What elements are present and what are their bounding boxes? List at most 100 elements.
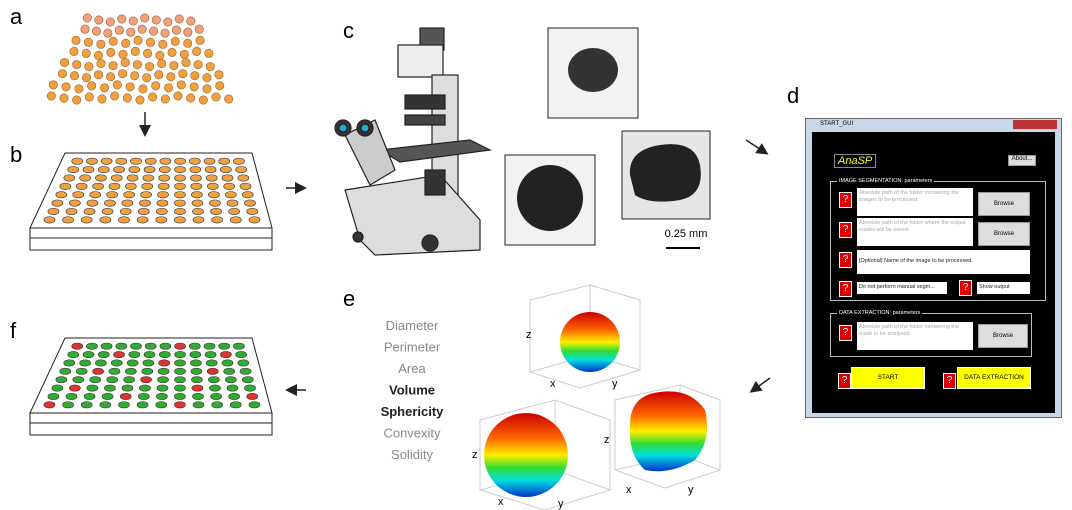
well xyxy=(86,384,99,392)
well xyxy=(155,401,168,409)
irregular-shape xyxy=(629,391,708,472)
cell xyxy=(204,48,214,58)
help-button[interactable]: ? xyxy=(839,325,852,341)
well xyxy=(59,182,72,190)
well xyxy=(142,174,155,182)
well xyxy=(137,392,150,400)
cell xyxy=(178,69,188,79)
well xyxy=(83,207,96,215)
well xyxy=(239,182,252,190)
help-button[interactable]: ? xyxy=(839,222,852,238)
cell xyxy=(118,69,128,79)
cell xyxy=(189,82,199,92)
generated xyxy=(29,13,273,436)
start-segmentation-button[interactable]: START SEGMENTATION xyxy=(851,367,925,401)
well xyxy=(92,367,104,375)
cell xyxy=(103,28,113,38)
cell xyxy=(167,47,177,57)
well xyxy=(67,351,80,359)
well xyxy=(244,199,256,207)
well xyxy=(159,157,172,165)
help-button[interactable]: ? xyxy=(839,192,852,208)
well xyxy=(174,199,186,207)
well xyxy=(190,174,202,182)
help-button[interactable]: ? xyxy=(943,373,956,389)
well xyxy=(233,157,245,165)
well xyxy=(157,191,169,199)
well xyxy=(174,351,186,359)
browse-button[interactable]: Browse xyxy=(978,192,1030,216)
cell xyxy=(145,62,155,72)
cell xyxy=(84,92,94,102)
cell xyxy=(198,95,208,105)
segmentation-group: IMAGE SEGMENTATION: parameters ? Absolut… xyxy=(830,178,1046,301)
panel-label: b xyxy=(10,142,22,167)
well xyxy=(80,401,93,409)
cell xyxy=(149,26,159,36)
well xyxy=(144,342,157,350)
axis-label: z xyxy=(604,434,610,446)
cell xyxy=(71,35,81,45)
cell xyxy=(83,37,93,47)
well xyxy=(174,174,186,182)
well xyxy=(159,351,171,359)
image-name-field[interactable]: [Optional] Name of the image to be proce… xyxy=(857,250,1030,274)
well xyxy=(189,157,201,165)
well xyxy=(65,207,78,215)
data-extraction-button[interactable]: DATA EXTRACTION xyxy=(957,367,1031,389)
well xyxy=(209,199,221,207)
well xyxy=(82,351,95,359)
well xyxy=(157,376,169,384)
cell xyxy=(158,39,168,49)
well xyxy=(156,392,168,400)
metric: Diameter xyxy=(386,318,439,333)
well xyxy=(174,367,186,375)
input-folder-field[interactable]: Absolute path of the folder containing t… xyxy=(857,188,973,216)
about-button[interactable]: About... xyxy=(1008,155,1036,166)
cell xyxy=(80,24,90,34)
well xyxy=(104,199,116,207)
cell xyxy=(96,39,106,49)
well xyxy=(141,182,154,190)
well xyxy=(142,359,155,367)
well xyxy=(75,182,88,190)
output-folder-field[interactable]: Absolute path of the folder where the ou… xyxy=(857,218,973,246)
window-controls[interactable] xyxy=(1013,120,1057,129)
well xyxy=(229,401,242,409)
panel-label: f xyxy=(10,318,17,343)
cell xyxy=(154,70,164,80)
well xyxy=(118,401,130,409)
show-output-checkbox[interactable]: Show output xyxy=(977,282,1030,294)
manual-dropdown[interactable]: Do not perform manual segm... xyxy=(857,282,947,294)
well xyxy=(159,166,171,174)
cell xyxy=(74,84,84,94)
well xyxy=(158,359,171,367)
cell xyxy=(130,46,140,56)
help-button[interactable]: ? xyxy=(838,373,851,389)
browse-button[interactable]: Browse xyxy=(978,324,1028,348)
well xyxy=(246,207,259,215)
mask-folder-field[interactable]: Absolute path of the folder containing t… xyxy=(857,322,973,350)
well xyxy=(86,199,99,207)
cell xyxy=(94,70,104,80)
well xyxy=(89,376,102,384)
cell xyxy=(186,93,196,103)
well xyxy=(115,342,128,350)
cell xyxy=(117,14,127,24)
help-button[interactable]: ? xyxy=(839,252,852,268)
well xyxy=(51,199,64,207)
browse-button[interactable]: Browse xyxy=(978,222,1030,246)
group-title: IMAGE SEGMENTATION: parameters xyxy=(837,178,935,184)
cell xyxy=(100,83,110,93)
well xyxy=(136,216,149,224)
panel-label: e xyxy=(343,286,355,311)
help-button[interactable]: ? xyxy=(959,280,972,296)
well xyxy=(80,216,93,224)
well xyxy=(47,207,60,215)
arrow xyxy=(745,139,769,155)
well xyxy=(156,384,169,392)
cell xyxy=(215,81,225,91)
well xyxy=(51,384,64,392)
help-button[interactable]: ? xyxy=(839,281,852,297)
cell xyxy=(84,62,94,72)
